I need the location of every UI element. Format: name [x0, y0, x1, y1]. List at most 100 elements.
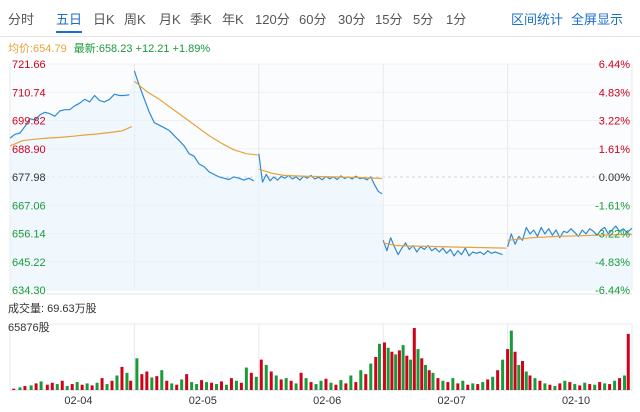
volume-bar — [543, 383, 547, 390]
volume-bar — [334, 384, 338, 390]
volume-bar — [269, 371, 273, 390]
volume-bar — [279, 379, 283, 390]
volume-bar — [304, 378, 308, 390]
volume-bar — [517, 364, 521, 390]
volume-bar — [90, 385, 94, 390]
volume-bar — [626, 333, 630, 390]
tab-6[interactable]: 年K — [222, 10, 244, 30]
price-tick-label: 634.30 — [12, 285, 46, 297]
tab-8[interactable]: 60分 — [299, 10, 326, 30]
tab-10[interactable]: 15分 — [375, 10, 402, 30]
price-tick-label: 699.82 — [12, 116, 46, 128]
volume-bar — [205, 382, 209, 390]
volume-bar — [412, 327, 416, 390]
tab-9[interactable]: 30分 — [338, 10, 365, 30]
volume-bar — [85, 383, 89, 390]
volume-bar — [603, 383, 607, 390]
volume-bar — [160, 370, 164, 390]
volume-bar — [613, 380, 617, 390]
volume-max-label: 65876股 — [8, 322, 50, 334]
volume-bar — [215, 384, 219, 390]
volume-bar — [548, 384, 552, 390]
tab-11[interactable]: 5分 — [413, 10, 433, 30]
volume-bar — [289, 380, 293, 390]
volume-bar — [175, 384, 179, 390]
volume-title: 成交量: 69.63万股 — [8, 303, 97, 315]
volume-bar — [314, 384, 318, 390]
volume-bar — [339, 380, 343, 390]
volume-bar — [65, 386, 69, 390]
average-line — [134, 80, 258, 156]
volume-bar — [254, 376, 258, 390]
tab-2[interactable]: 日K — [93, 10, 115, 30]
volume-bar — [538, 380, 542, 390]
volume-bar — [563, 380, 567, 390]
chart-legend: 均价:654.79 最新:658.23 +12.21 +1.89% — [8, 40, 210, 56]
volume-bar — [229, 378, 233, 390]
tab-label: 5分 — [413, 12, 434, 27]
volume-bar — [364, 374, 368, 390]
volume-bar — [382, 342, 386, 390]
price-tick-label: 721.66 — [12, 59, 46, 71]
volume-bar — [284, 378, 288, 390]
volume-bar — [509, 330, 513, 390]
volume-bar — [405, 355, 409, 390]
volume-bar — [294, 383, 298, 390]
volume-bar — [45, 384, 49, 390]
price-line — [258, 153, 383, 195]
date-tick-label: 02-05 — [189, 395, 217, 407]
volume-bar — [219, 381, 223, 390]
volume-bar — [299, 372, 303, 390]
tab-4[interactable]: 月K — [159, 10, 181, 30]
tab-5[interactable]: 季K — [190, 10, 212, 30]
volume-bar — [521, 360, 525, 390]
average-line — [258, 168, 383, 180]
tab-7[interactable]: 120分 — [255, 10, 290, 30]
volume-bar — [461, 380, 465, 390]
average-line — [9, 125, 133, 147]
percent-tick-label: -6.44% — [595, 285, 630, 297]
tab-0[interactable]: 分时 — [8, 10, 34, 30]
tab-3[interactable]: 周K — [124, 10, 146, 30]
volume-bar — [374, 357, 378, 390]
volume-bar — [471, 383, 475, 390]
volume-bar — [249, 372, 253, 390]
price-line — [9, 93, 130, 139]
volume-bar — [573, 384, 577, 390]
volume-bar — [135, 358, 139, 390]
price-tick-label: 710.74 — [12, 87, 46, 99]
volume-bar — [344, 383, 348, 390]
price-tick-label: 688.90 — [12, 144, 46, 156]
percent-tick-label: 1.61% — [599, 144, 630, 156]
percent-tick-label: 4.83% — [599, 87, 630, 99]
tab-12[interactable]: 1分 — [446, 10, 466, 30]
volume-bar — [524, 371, 528, 390]
active-tab-underline — [56, 31, 83, 33]
volume-bar — [39, 381, 43, 390]
average-price-label: 均价:654.79 — [8, 43, 67, 55]
volume-bar — [390, 351, 394, 390]
date-tick-label: 02-10 — [562, 395, 590, 407]
volume-bar — [513, 351, 517, 390]
tab-1[interactable]: 五日 — [56, 10, 83, 33]
price-area — [10, 70, 632, 291]
volume-bar — [359, 370, 363, 390]
volume-bar — [264, 364, 268, 390]
percent-tick-label: 6.44% — [599, 59, 630, 71]
volume-bar — [140, 374, 144, 390]
volume-bar — [165, 380, 169, 390]
tab-label: 周K — [124, 12, 146, 27]
fullscreen-link[interactable]: 全屏显示 — [571, 12, 624, 27]
range-stats-link[interactable]: 区间统计 — [511, 12, 564, 27]
tab-label: 15分 — [375, 12, 403, 27]
price-tick-label: 645.22 — [12, 257, 46, 269]
volume-bar — [34, 383, 38, 390]
volume-bar — [244, 367, 248, 390]
percent-tick-label: -3.22% — [595, 229, 630, 241]
volume-bar — [180, 379, 184, 390]
volume-bar — [558, 383, 562, 390]
volume-bar — [401, 345, 405, 390]
volume-bar — [588, 384, 592, 390]
tab-label: 日K — [93, 12, 115, 27]
